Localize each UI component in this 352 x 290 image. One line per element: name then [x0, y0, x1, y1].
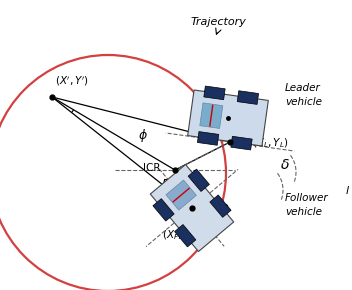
Text: $(X_F, Y_F)$: $(X_F, Y_F)$ — [162, 228, 199, 242]
Text: $l$: $l$ — [345, 184, 350, 196]
Text: ICR: ICR — [144, 163, 161, 173]
Polygon shape — [237, 91, 259, 104]
Text: $\theta$: $\theta$ — [220, 203, 230, 217]
Polygon shape — [166, 180, 196, 210]
Polygon shape — [204, 86, 225, 100]
Text: Trajectory: Trajectory — [190, 17, 246, 27]
Text: Leader
vehicle: Leader vehicle — [285, 84, 322, 107]
Text: Follower
vehicle: Follower vehicle — [285, 193, 329, 217]
Polygon shape — [210, 195, 231, 217]
Polygon shape — [175, 224, 196, 247]
Polygon shape — [231, 136, 252, 150]
Polygon shape — [200, 103, 223, 128]
Text: $\phi$: $\phi$ — [192, 222, 202, 239]
Text: $(X_L, Y_L)$: $(X_L, Y_L)$ — [252, 136, 289, 150]
Text: $\delta$: $\delta$ — [190, 173, 200, 186]
Text: $\delta$: $\delta$ — [280, 158, 290, 172]
Polygon shape — [197, 132, 219, 145]
Text: $(X', Y')$: $(X', Y')$ — [55, 75, 89, 88]
Polygon shape — [188, 90, 268, 146]
Polygon shape — [188, 169, 209, 191]
Polygon shape — [150, 164, 234, 251]
Polygon shape — [153, 199, 174, 221]
Text: $R$: $R$ — [161, 177, 170, 191]
Text: $\phi$: $\phi$ — [138, 126, 148, 144]
